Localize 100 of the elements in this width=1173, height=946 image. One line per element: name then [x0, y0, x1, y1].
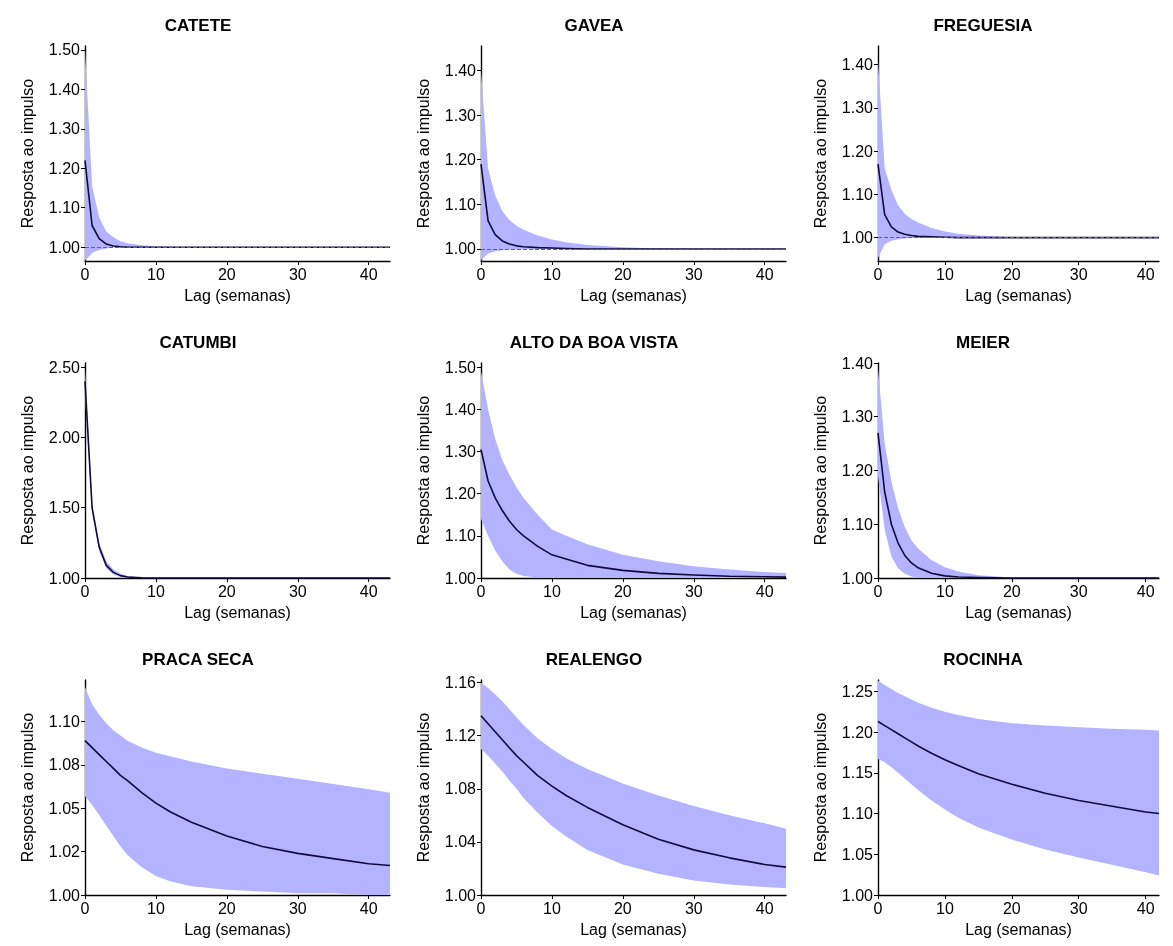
y-axis-title: Resposta ao impulso	[18, 395, 36, 546]
chart-title: CATUMBI	[159, 333, 237, 352]
x-tick-label: 40	[755, 265, 774, 283]
x-tick-label: 40	[1136, 265, 1155, 283]
chart-title: REALENGO	[545, 650, 643, 669]
x-tick-label: 20	[613, 265, 632, 283]
y-axis-title: Resposta ao impulso	[18, 712, 36, 863]
y-tick-label: 1.40	[841, 56, 874, 74]
y-tick-label: 1.20	[444, 151, 477, 169]
y-tick-label: 1.05	[48, 799, 81, 817]
x-axis-title: Lag (semanas)	[965, 286, 1072, 304]
y-tick-label: 2.50	[48, 358, 81, 376]
x-tick-label: 0	[873, 899, 883, 917]
x-tick-label: 20	[217, 265, 236, 283]
y-tick-label: 1.10	[841, 185, 874, 203]
y-tick-label: 1.50	[48, 499, 81, 517]
y-tick-label: 1.50	[48, 41, 81, 59]
x-tick-label: 0	[476, 899, 486, 917]
y-tick-label: 1.20	[444, 485, 477, 503]
y-axis-title: Resposta ao impulso	[811, 395, 829, 546]
y-tick-label: 2.00	[48, 428, 81, 446]
chart-title: ALTO DA BOA VISTA	[509, 333, 679, 352]
y-tick-label: 1.00	[444, 886, 477, 904]
x-tick-label: 30	[1069, 582, 1088, 600]
x-tick-label: 10	[147, 265, 165, 283]
y-tick-label: 1.10	[444, 195, 477, 213]
chart-title: GAVEA	[564, 16, 624, 35]
x-tick-label: 20	[613, 582, 632, 600]
x-tick-label: 0	[476, 582, 486, 600]
x-axis-title: Lag (semanas)	[184, 603, 291, 621]
x-axis-title: Lag (semanas)	[184, 920, 291, 938]
chart-title: PRACA SECA	[142, 650, 254, 669]
y-tick-label: 1.16	[444, 674, 477, 692]
x-tick-label: 40	[359, 899, 378, 917]
x-tick-label: 10	[936, 899, 954, 917]
y-tick-label: 1.20	[841, 142, 874, 160]
y-tick-label: 1.30	[444, 443, 477, 461]
y-tick-label: 1.00	[444, 240, 477, 258]
y-tick-label: 1.12	[444, 727, 477, 745]
chart-title: CATETE	[164, 16, 232, 35]
x-axis-title: Lag (semanas)	[580, 920, 687, 938]
y-tick-label: 1.20	[48, 159, 81, 177]
x-tick-label: 30	[288, 899, 307, 917]
x-tick-label: 20	[613, 899, 632, 917]
y-tick-label: 1.25	[841, 682, 874, 700]
y-tick-label: 1.50	[444, 358, 477, 376]
x-tick-label: 10	[147, 899, 165, 917]
x-tick-label: 30	[288, 582, 307, 600]
x-tick-label: 0	[476, 265, 486, 283]
y-tick-label: 1.00	[48, 886, 81, 904]
x-tick-label: 10	[543, 899, 561, 917]
x-tick-label: 10	[936, 265, 954, 283]
x-tick-label: 40	[1136, 899, 1155, 917]
y-tick-label: 1.02	[48, 843, 81, 861]
y-axis-title: Resposta ao impulso	[414, 712, 432, 863]
y-tick-label: 1.00	[841, 886, 874, 904]
y-tick-label: 1.10	[841, 515, 874, 533]
x-axis-title: Lag (semanas)	[965, 920, 1072, 938]
x-tick-label: 20	[1002, 899, 1021, 917]
y-tick-label: 1.30	[444, 106, 477, 124]
x-tick-label: 40	[359, 582, 378, 600]
y-tick-label: 1.00	[841, 229, 874, 247]
x-tick-label: 40	[755, 899, 774, 917]
x-tick-label: 0	[80, 582, 90, 600]
x-tick-label: 30	[288, 265, 307, 283]
x-tick-label: 20	[217, 899, 236, 917]
x-tick-label: 30	[1069, 899, 1088, 917]
chart-title: ROCINHA	[943, 650, 1023, 669]
y-tick-label: 1.30	[841, 408, 874, 426]
y-axis-title: Resposta ao impulso	[811, 712, 829, 863]
y-tick-label: 1.30	[48, 120, 81, 138]
y-axis-title: Resposta ao impulso	[811, 78, 829, 229]
x-tick-label: 40	[359, 265, 378, 283]
y-tick-label: 1.40	[841, 354, 874, 372]
y-axis-title: Resposta ao impulso	[414, 78, 432, 229]
y-axis-title: Resposta ao impulso	[414, 395, 432, 546]
x-tick-label: 30	[684, 582, 703, 600]
y-tick-label: 1.40	[444, 62, 477, 80]
y-tick-label: 1.04	[444, 833, 477, 851]
y-tick-label: 1.40	[48, 80, 81, 98]
x-tick-label: 30	[684, 265, 703, 283]
y-axis-title: Resposta ao impulso	[18, 78, 36, 229]
chart-title: MEIER	[956, 333, 1010, 352]
y-tick-label: 1.15	[841, 764, 874, 782]
x-axis-title: Lag (semanas)	[184, 286, 291, 304]
x-tick-label: 0	[80, 899, 90, 917]
x-tick-label: 10	[543, 582, 561, 600]
y-tick-label: 1.05	[841, 845, 874, 863]
y-tick-label: 1.10	[48, 199, 81, 217]
y-tick-label: 1.10	[444, 527, 477, 545]
y-tick-label: 1.10	[841, 805, 874, 823]
y-tick-label: 1.08	[48, 756, 81, 774]
y-tick-label: 1.20	[841, 462, 874, 479]
chart-title: FREGUESIA	[933, 16, 1033, 35]
x-axis-title: Lag (semanas)	[965, 603, 1072, 621]
x-tick-label: 10	[147, 582, 165, 600]
y-tick-label: 1.08	[444, 780, 477, 798]
x-tick-label: 20	[217, 582, 236, 600]
x-tick-label: 20	[1002, 582, 1021, 600]
x-tick-label: 40	[755, 582, 774, 600]
